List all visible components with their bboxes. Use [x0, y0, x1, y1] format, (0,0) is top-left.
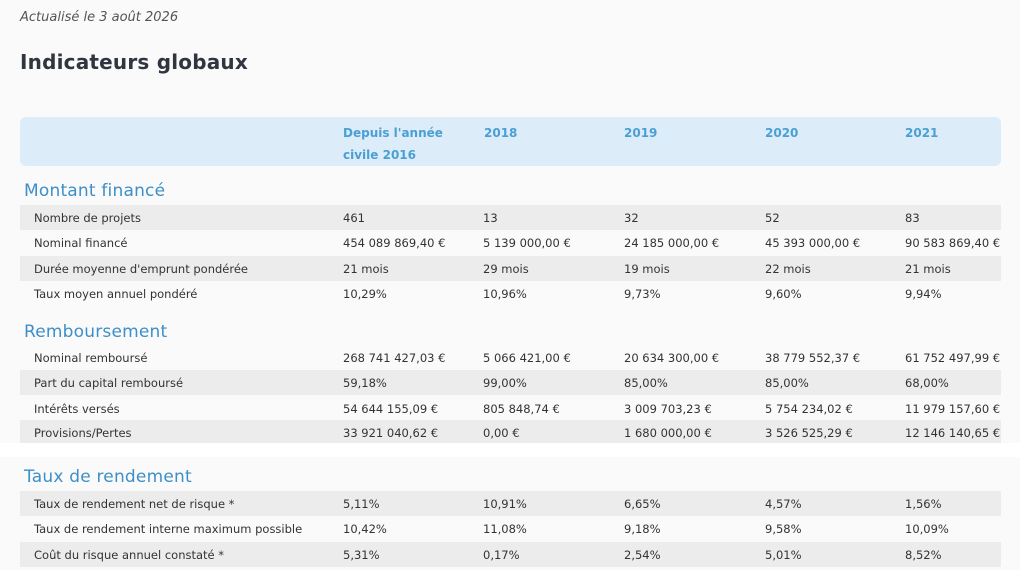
cell-since-2016: 5,31% — [343, 548, 380, 562]
row-label: Intérêts versés — [34, 402, 120, 416]
cell-2021: 11 979 157,60 € — [905, 402, 1001, 416]
page-title: Indicateurs globaux — [20, 50, 248, 74]
table-row: Taux moyen annuel pondéré 10,29% 10,96% … — [20, 281, 1001, 306]
table-row: Nominal financé 454 089 869,40 € 5 139 0… — [20, 230, 1001, 255]
row-label: Nominal financé — [34, 236, 128, 250]
cell-2018: 11,08% — [483, 522, 527, 536]
table-header — [20, 117, 1001, 166]
cell-2019: 9,18% — [624, 522, 661, 536]
table-row: Coût du risque annuel constaté * 5,31% 0… — [20, 542, 1001, 567]
cell-2019: 2,54% — [624, 548, 661, 562]
cell-since-2016: 33 921 040,62 € — [343, 426, 439, 440]
cell-2019: 24 185 000,00 € — [624, 236, 720, 250]
cell-since-2016: 5,11% — [343, 497, 380, 511]
table-row: Nominal remboursé 268 741 427,03 € 5 066… — [20, 345, 1001, 370]
col-header-since-2016: Depuis l'année civile 2016 — [343, 122, 443, 166]
cell-since-2016: 10,29% — [343, 287, 387, 301]
cell-2021: 10,09% — [905, 522, 949, 536]
cell-2019: 6,65% — [624, 497, 661, 511]
cell-since-2016: 461 — [343, 211, 365, 225]
section-divider — [0, 443, 1020, 457]
row-label: Provisions/Pertes — [34, 426, 132, 440]
table-row: Provisions/Pertes 33 921 040,62 € 0,00 €… — [20, 420, 1001, 443]
row-label: Nombre de projets — [34, 211, 141, 225]
cell-2018: 5 066 421,00 € — [483, 351, 571, 365]
cell-2018: 5 139 000,00 € — [483, 236, 571, 250]
cell-since-2016: 59,18% — [343, 376, 387, 390]
col-header-2020: 2020 — [765, 126, 799, 140]
cell-2018: 0,00 € — [483, 426, 520, 440]
table-row: Nombre de projets 461 13 32 52 83 — [20, 205, 1001, 230]
cell-2020: 52 — [765, 211, 780, 225]
cell-2020: 22 mois — [765, 262, 811, 276]
cell-2021: 9,94% — [905, 287, 942, 301]
cell-2019: 19 mois — [624, 262, 670, 276]
cell-since-2016: 454 089 869,40 € — [343, 236, 446, 250]
cell-2020: 9,58% — [765, 522, 802, 536]
table-row: Intérêts versés 54 644 155,09 € 805 848,… — [20, 396, 1001, 421]
row-label: Part du capital remboursé — [34, 376, 184, 390]
table-row: Taux de rendement interne maximum possib… — [20, 516, 1001, 541]
cell-2021: 12 146 140,65 € — [905, 426, 1001, 440]
section-title-yield: Taux de rendement — [24, 467, 192, 487]
cell-2019: 85,00% — [624, 376, 668, 390]
cell-since-2016: 268 741 427,03 € — [343, 351, 446, 365]
row-label: Coût du risque annuel constaté * — [34, 548, 225, 562]
table-row: Durée moyenne d'emprunt pondérée 21 mois… — [20, 256, 1001, 281]
cell-2021: 68,00% — [905, 376, 949, 390]
cell-2021: 8,52% — [905, 548, 942, 562]
row-label: Taux de rendement interne maximum possib… — [34, 522, 303, 536]
section-title-repayment: Remboursement — [24, 322, 168, 342]
col-header-2019: 2019 — [624, 126, 658, 140]
col-header-2018: 2018 — [484, 126, 518, 140]
cell-2021: 1,56% — [905, 497, 942, 511]
row-label: Durée moyenne d'emprunt pondérée — [34, 262, 248, 276]
cell-2019: 3 009 703,23 € — [624, 402, 712, 416]
col-header-since-line1: Depuis l'année — [343, 126, 443, 140]
cell-2020: 45 393 000,00 € — [765, 236, 861, 250]
cell-2021: 21 mois — [905, 262, 951, 276]
cell-2020: 4,57% — [765, 497, 802, 511]
cell-since-2016: 10,42% — [343, 522, 387, 536]
cell-2020: 9,60% — [765, 287, 802, 301]
cell-2018: 10,91% — [483, 497, 527, 511]
cell-2021: 90 583 869,40 € — [905, 236, 1001, 250]
cell-2018: 0,17% — [483, 548, 520, 562]
cell-2021: 83 — [905, 211, 920, 225]
row-label: Taux moyen annuel pondéré — [34, 287, 198, 301]
cell-2020: 5,01% — [765, 548, 802, 562]
row-label: Nominal remboursé — [34, 351, 148, 365]
col-header-since-line2: civile 2016 — [343, 148, 416, 162]
cell-since-2016: 54 644 155,09 € — [343, 402, 439, 416]
updated-date: Actualisé le 3 août 2026 — [20, 10, 179, 25]
cell-2020: 38 779 552,37 € — [765, 351, 861, 365]
cell-2020: 85,00% — [765, 376, 809, 390]
cell-2018: 29 mois — [483, 262, 529, 276]
cell-2019: 32 — [624, 211, 639, 225]
cell-2020: 5 754 234,02 € — [765, 402, 853, 416]
cell-2018: 805 848,74 € — [483, 402, 560, 416]
cell-2019: 9,73% — [624, 287, 661, 301]
cell-2018: 10,96% — [483, 287, 527, 301]
cell-2018: 13 — [483, 211, 498, 225]
cell-2020: 3 526 525,29 € — [765, 426, 853, 440]
cell-since-2016: 21 mois — [343, 262, 389, 276]
cell-2021: 61 752 497,99 € — [905, 351, 1001, 365]
table-row: Part du capital remboursé 59,18% 99,00% … — [20, 370, 1001, 395]
table-row: Taux de rendement net de risque * 5,11% … — [20, 491, 1001, 516]
row-label: Taux de rendement net de risque * — [34, 497, 235, 511]
section-title-financed: Montant financé — [24, 181, 166, 201]
col-header-2021: 2021 — [905, 126, 939, 140]
cell-2019: 1 680 000,00 € — [624, 426, 712, 440]
cell-2019: 20 634 300,00 € — [624, 351, 720, 365]
cell-2018: 99,00% — [483, 376, 527, 390]
